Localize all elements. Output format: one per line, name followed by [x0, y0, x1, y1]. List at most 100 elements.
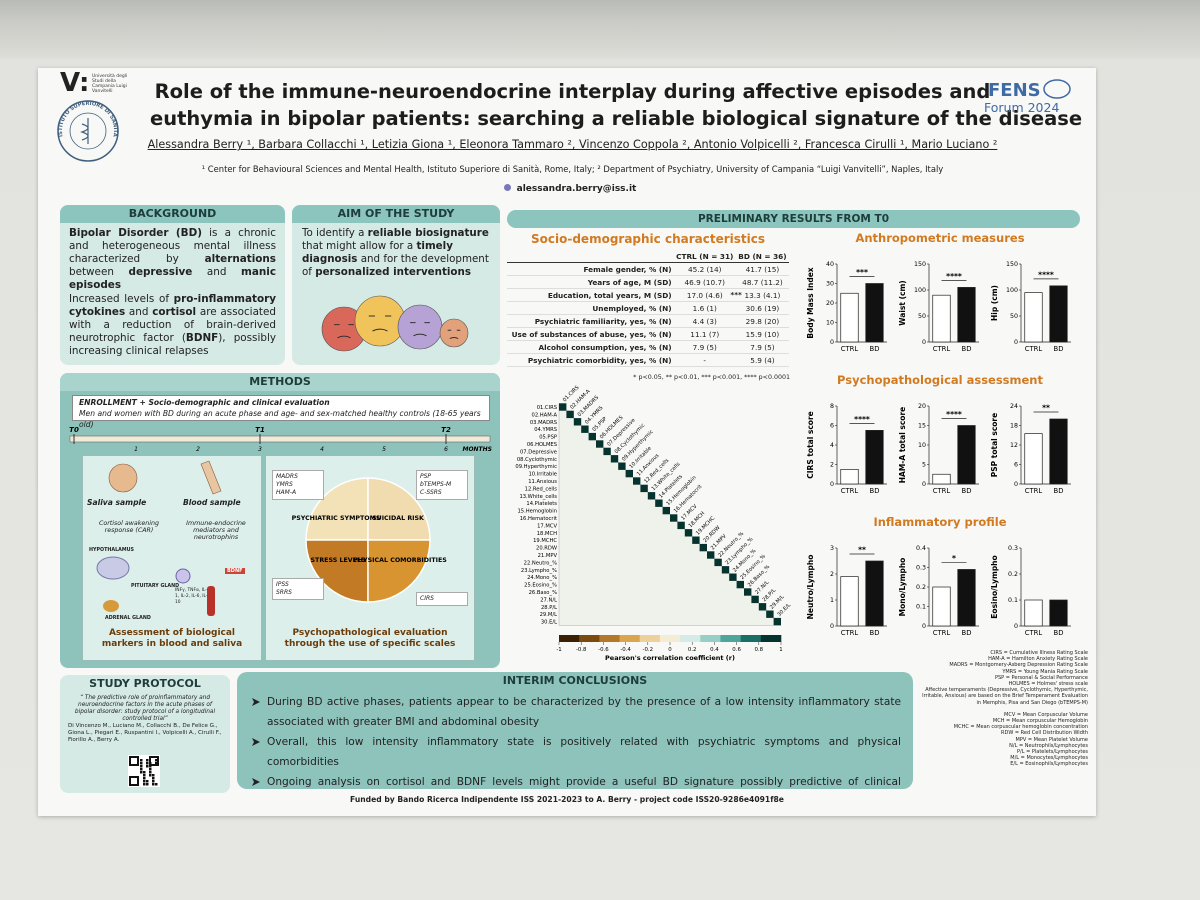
y-tick-label: 20	[826, 300, 834, 307]
abbreviation: HOLMES = Holmes' stress scale	[1008, 681, 1089, 688]
abbreviation: MCV = Mean Corpuscular Volume	[1004, 711, 1088, 718]
y-tick-label: 0.3	[1008, 545, 1018, 552]
colorbar-segment	[760, 635, 782, 642]
significance: **	[858, 546, 866, 555]
x-tick-label: CTRL	[933, 345, 951, 353]
qr-module	[146, 759, 149, 762]
y-tick-label: 100	[1006, 287, 1018, 294]
bar	[1049, 418, 1068, 485]
diagonal-cell	[662, 506, 670, 515]
table-row: Use of substances of abuse, yes, % (N) 11…	[507, 327, 789, 341]
row-label: 24.Mono_%	[527, 575, 557, 581]
row-label: Unemployed, % (N)	[507, 301, 674, 315]
cell: 11.1 (7)	[673, 327, 736, 341]
figure	[128, 755, 160, 787]
row-label: 02.HAM-A	[532, 412, 558, 418]
bullet-list: During BD active phases, patients appear…	[251, 692, 901, 789]
text-run: between	[69, 266, 129, 278]
qr-module	[152, 780, 155, 783]
affiliations: ¹ Center for Behavioural Sciences and Me…	[201, 164, 944, 174]
table-row: Female gender, % (N) 45.2 (14) 41.7 (15)	[507, 262, 789, 276]
abbreviation: Affective temperaments (Depressive, Cycl…	[922, 687, 1088, 706]
qr-module	[140, 765, 143, 768]
authors: Alessandra Berry ¹, Barbara Collacchi ¹,…	[147, 138, 998, 151]
funding: Funded by Bando Ricerca Indipendente ISS…	[350, 795, 784, 804]
text-run: To identify a	[302, 227, 368, 239]
row-label: 10.Irritable	[528, 472, 557, 478]
cell: 13.3 (4.1)	[735, 288, 789, 302]
congress-year: Forum 2024	[984, 100, 1060, 115]
row-label: 27.N/L	[540, 597, 557, 603]
y-tick-label: 0	[1014, 481, 1018, 488]
y-tick-label: 0	[922, 339, 926, 346]
text-run: and for the development of	[302, 253, 489, 278]
face-icon	[397, 304, 443, 350]
row-label: Alcohol consumption, yes, % (N)	[507, 340, 674, 354]
bar	[957, 569, 976, 627]
abbreviation: YMRS = Young Mania Rating Scale	[1002, 668, 1088, 675]
caption: Assessment of biological markers in bloo…	[101, 628, 243, 649]
y-tick-label: 15	[918, 423, 926, 430]
qr-module	[146, 780, 149, 783]
demographics-table: CTRL (N = 31) BD (N = 36) Female gender, %…	[507, 250, 789, 367]
table-row: Education, total years, M (SD) 17.0 (4.6)…	[507, 288, 789, 302]
row-label: Psychiatric comorbidity, yes, % (N)	[507, 353, 674, 367]
qr-finder	[129, 756, 139, 766]
row-label: 13.White_cells	[519, 494, 557, 500]
table-footnote: * p<0.05, ** p<0.01, *** p<0.001, **** p…	[633, 374, 790, 381]
y-tick-label: 1	[830, 597, 834, 604]
quadrant-label: STRESS LEVELS	[311, 557, 366, 564]
y-axis-label: CIRS total score	[806, 411, 815, 479]
gland-label: ADRENAL GLAND	[105, 616, 151, 621]
row-label: 26.Baso_%	[529, 590, 557, 596]
month-label: 5	[382, 446, 386, 453]
y-tick-label: 0	[830, 339, 834, 346]
university-mark: V:	[60, 68, 90, 98]
bold-run: cortisol	[152, 306, 197, 318]
colorbar-label: Pearson's correlation coefficient (r)	[605, 654, 735, 662]
diagonal-cell	[559, 403, 567, 411]
bar	[957, 425, 976, 485]
colorbar-segment	[619, 635, 641, 642]
cell: 1.6 (1)	[673, 301, 736, 315]
qr-module	[149, 765, 152, 768]
face-icon	[439, 318, 469, 348]
abbreviation-group: CIRS = Cumulative Illness Rating Scale HA…	[918, 650, 1088, 706]
colorbar-segment	[720, 635, 741, 642]
colorbar-tick-label: 1	[779, 647, 782, 653]
tube	[207, 586, 215, 616]
y-tick-label: 8	[830, 403, 834, 410]
diagonal-cell	[655, 499, 663, 507]
bold-run: Bipolar Disorder (BD)	[69, 227, 202, 239]
qr-module	[149, 768, 152, 771]
y-tick-label: 4	[830, 442, 834, 449]
months-label: MONTHS	[462, 446, 492, 453]
qr-module	[152, 774, 155, 777]
scale-box: IPSS SRRS	[272, 578, 324, 600]
diagonal-cell	[633, 477, 641, 485]
bar	[1024, 599, 1043, 627]
qr-finder	[149, 756, 159, 766]
cell: 30.6 (19)	[735, 301, 789, 315]
x-tick-label: BD	[1054, 487, 1064, 495]
background-panel: BACKGROUND Bipolar Disorder (BD) is a chr…	[60, 205, 285, 365]
abbreviation: E/L = Eosinophils/Lymphocytes	[1010, 761, 1088, 768]
row-label: 11.Anxious	[528, 479, 557, 485]
x-tick-label: CTRL	[1025, 345, 1043, 353]
column-header: BD (N = 36)	[735, 250, 789, 263]
x-tick-label: BD	[962, 345, 972, 353]
section-title: INTERIM CONCLUSIONS	[502, 674, 648, 687]
cell: 41.7 (15)	[735, 262, 789, 276]
y-axis-label: Waist (cm)	[898, 280, 907, 325]
diagonal-cell	[581, 425, 589, 433]
bold-run: timely diagnosis	[302, 240, 453, 265]
sample-label: Saliva sample	[87, 498, 147, 507]
y-tick-label: 20	[918, 403, 926, 410]
diagonal-cell	[603, 447, 611, 456]
row-label: 22.Neutro_%	[524, 560, 557, 566]
bullet: During BD active phases, patients appear…	[251, 692, 901, 732]
diagonal-cell	[751, 595, 759, 604]
y-tick-label: 0.4	[916, 545, 926, 552]
y-axis-label: Mono/Lympho	[898, 558, 907, 617]
scale-box: MADRS YMRS HAM-A	[272, 470, 324, 500]
